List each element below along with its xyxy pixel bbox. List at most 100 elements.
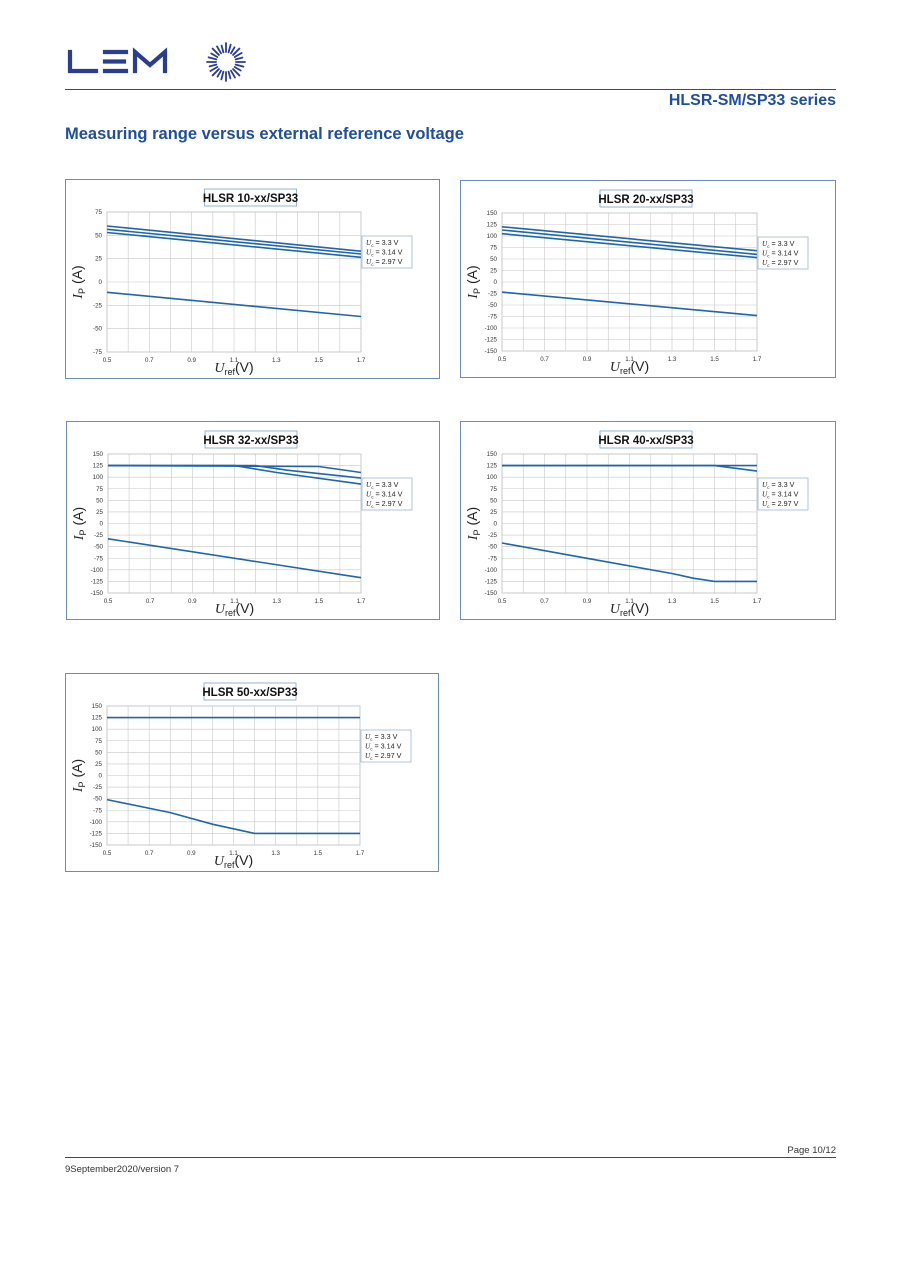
sunburst-ray — [210, 52, 219, 58]
series-line — [106, 225, 362, 252]
y-tick-label: -150 — [90, 842, 103, 849]
sunburst-ray — [227, 70, 232, 80]
y-tick-label: -125 — [485, 578, 498, 585]
x-tick-label: 0.5 — [103, 357, 112, 364]
sunburst-ray — [207, 56, 218, 61]
chart-hlsr-20: -150 -125 -100 -75 -50 -25 0 25 50 75 100 125 150 0.5… — [460, 180, 836, 378]
sunburst-ray — [233, 66, 242, 72]
sunburst-ray — [211, 47, 220, 56]
legend-entry: Uc = 3.14 V — [366, 490, 403, 500]
legend-box — [757, 236, 809, 270]
y-tick-label: -125 — [91, 578, 104, 585]
x-tick-label: 0.5 — [498, 356, 507, 363]
sunburst-ray — [234, 63, 245, 68]
chart-hlsr-32: -150 -125 -100 -75 -50 -25 0 25 50 75 100 125 150 0.5… — [66, 421, 440, 620]
y-tick-label: 75 — [96, 486, 103, 493]
y-tick-label: 25 — [96, 509, 103, 516]
x-tick-label: 1.3 — [271, 850, 280, 857]
legend-entry: Uc = 3.3 V — [762, 239, 795, 249]
legend-entry: Uc = 3.3 V — [762, 480, 795, 490]
series-title: HLSR-SM/SP33 series — [668, 92, 836, 109]
y-tick-label: -50 — [94, 544, 104, 551]
series-line — [106, 228, 362, 255]
series-line — [501, 226, 758, 252]
y-tick-label: 100 — [92, 726, 103, 733]
chart-hlsr-50: -150 -125 -100 -75 -50 -25 0 25 50 75 100 125 150 0.5… — [65, 673, 439, 872]
y-tick-label: -50 — [93, 326, 103, 333]
x-tick-label: 1.5 — [314, 850, 323, 857]
y-tick-label: -75 — [94, 555, 104, 562]
legend-entry: Uc = 3.3 V — [366, 480, 399, 490]
y-axis-label: IP (A) — [69, 265, 87, 299]
series-line — [107, 538, 362, 579]
series-line — [501, 232, 758, 259]
y-tick-label: -100 — [90, 819, 103, 826]
x-tick-label: 0.9 — [187, 850, 196, 857]
sunburst-ray — [227, 43, 232, 54]
x-tick-label: 1.1 — [229, 850, 238, 857]
x-tick-label: 1.3 — [668, 598, 677, 605]
x-tick-label: 1.1 — [625, 356, 634, 363]
sunburst-ray — [230, 46, 236, 55]
y-axis-label: IP (A) — [464, 265, 482, 299]
x-tick-label: 1.3 — [272, 357, 281, 364]
sunburst-ray — [216, 45, 222, 55]
sunburst-ray — [209, 66, 219, 72]
y-tick-label: -50 — [488, 302, 498, 309]
x-tick-label: 1.5 — [710, 598, 719, 605]
x-tick-label: 0.7 — [146, 598, 155, 605]
x-tick-label: 0.5 — [104, 598, 113, 605]
y-tick-label: 100 — [93, 474, 104, 481]
legend-entry: Uc = 3.14 V — [365, 742, 402, 752]
sunburst-ray — [232, 47, 241, 56]
x-tick-label: 1.1 — [230, 598, 239, 605]
x-tick-label: 1.5 — [314, 357, 323, 364]
y-axis-label: IP (A) — [464, 507, 482, 541]
y-tick-label: 0 — [99, 773, 103, 780]
y-axis-label: IP (A) — [70, 507, 88, 541]
legend-entry: Uc = 2.97 V — [762, 258, 799, 268]
sunburst-ray — [208, 63, 218, 68]
x-tick-label: 1.7 — [753, 598, 762, 605]
x-tick-label: 1.3 — [272, 598, 281, 605]
sunburst-ray — [220, 70, 225, 81]
chart-title-box — [203, 682, 297, 701]
x-tick-label: 1.3 — [668, 356, 677, 363]
y-tick-label: 50 — [490, 497, 497, 504]
series-line — [106, 231, 362, 259]
series-line — [502, 464, 758, 472]
legend-entry: Uc = 3.14 V — [762, 490, 799, 500]
y-tick-label: 25 — [490, 509, 497, 516]
y-tick-label: 0 — [100, 521, 104, 528]
x-axis-label: Uref(V) — [610, 600, 649, 618]
series-line — [501, 542, 757, 583]
footer-rule — [65, 1157, 836, 1158]
y-tick-label: 25 — [95, 761, 102, 768]
chart-title: HLSR 50-xx/SP33 — [202, 687, 297, 699]
y-tick-label: 0 — [494, 279, 498, 286]
chart-hlsr-40: -150 -125 -100 -75 -50 -25 0 25 50 75 100 125 150 0.5… — [460, 421, 836, 620]
chart-svg: -150 -125 -100 -75 -50 -25 0 25 50 75 100 125 150 0.5… — [464, 430, 809, 618]
legend-entry: Uc = 3.3 V — [366, 238, 399, 248]
sunburst-icon — [206, 42, 246, 82]
sunburst-ray — [211, 68, 220, 77]
chart-hlsr-10: -75 -50 -25 0 25 50 75 0.5 0.7 0.9 1.1 1.3 1.5 1.7 HLS… — [65, 179, 440, 379]
x-tick-label: 1.1 — [230, 357, 239, 364]
y-tick-label: 0 — [99, 279, 103, 286]
series-line — [106, 291, 362, 318]
x-tick-label: 1.7 — [356, 850, 365, 857]
y-tick-label: -25 — [94, 532, 104, 539]
x-tick-label: 0.5 — [103, 850, 112, 857]
y-tick-label: 50 — [95, 232, 102, 239]
legend-box — [361, 235, 413, 269]
y-axis-label: IP (A) — [69, 759, 87, 793]
legend-entry: Uc = 3.14 V — [762, 249, 799, 259]
legend-entry: Uc = 3.3 V — [365, 732, 398, 742]
y-tick-label: 75 — [95, 738, 102, 745]
y-tick-label: -125 — [485, 337, 498, 344]
x-tick-label: 0.9 — [583, 598, 592, 605]
sunburst-ray — [233, 52, 243, 58]
y-tick-label: 100 — [487, 474, 498, 481]
x-tick-label: 1.7 — [357, 598, 366, 605]
x-tick-label: 0.9 — [187, 357, 196, 364]
